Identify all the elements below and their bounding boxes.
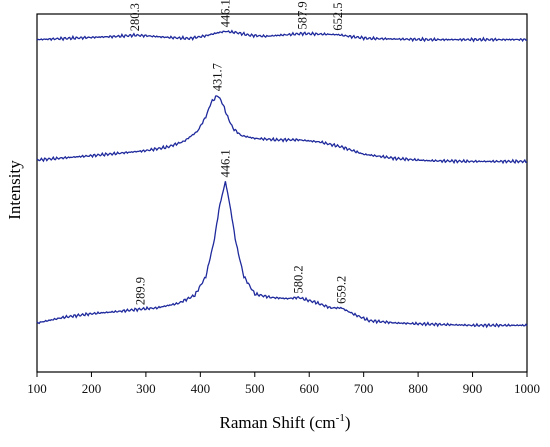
spectrum-line-2 bbox=[36, 95, 528, 165]
y-axis-label: Intensity bbox=[5, 160, 24, 220]
peak-label: 659.2 bbox=[335, 276, 349, 304]
x-tick-label: 800 bbox=[408, 381, 428, 396]
x-tick-label: 500 bbox=[245, 381, 265, 396]
x-axis-label-main: Raman Shift (cm bbox=[220, 413, 336, 432]
x-tick-label: 700 bbox=[354, 381, 374, 396]
peak-label: 446.1 bbox=[218, 149, 232, 177]
spectrum-line-3 bbox=[36, 181, 528, 329]
peak-label: 652.5 bbox=[331, 2, 345, 30]
peak-label: 280.3 bbox=[128, 3, 142, 31]
peak-label: 289.9 bbox=[133, 277, 147, 305]
peak-label: 587.9 bbox=[296, 1, 310, 29]
x-axis-label: Raman Shift (cm-1) bbox=[220, 412, 351, 432]
x-axis-label-sup: -1 bbox=[336, 412, 345, 424]
spectrum-line-1 bbox=[36, 29, 528, 43]
plot-frame bbox=[36, 13, 528, 373]
x-axis: 100 200 300 400 500 600 700 800 900 1000 bbox=[27, 372, 540, 396]
series-group bbox=[36, 29, 528, 329]
x-tick-label: 400 bbox=[191, 381, 211, 396]
x-axis-label-tail: ) bbox=[345, 413, 351, 432]
x-tick-label: 1000 bbox=[514, 381, 540, 396]
x-tick-label: 200 bbox=[82, 381, 102, 396]
x-tick-label: 600 bbox=[299, 381, 319, 396]
peak-label: 580.2 bbox=[291, 265, 305, 293]
x-tick-label: 900 bbox=[463, 381, 483, 396]
peak-label: 431.7 bbox=[211, 63, 225, 91]
peak-labels: 280.3 446.1 587.9 652.5 431.7 289.9 446.1 580.2… bbox=[128, 0, 348, 305]
x-tick-label: 100 bbox=[27, 381, 47, 396]
x-tick-label: 300 bbox=[136, 381, 156, 396]
peak-label: 446.1 bbox=[218, 0, 232, 27]
